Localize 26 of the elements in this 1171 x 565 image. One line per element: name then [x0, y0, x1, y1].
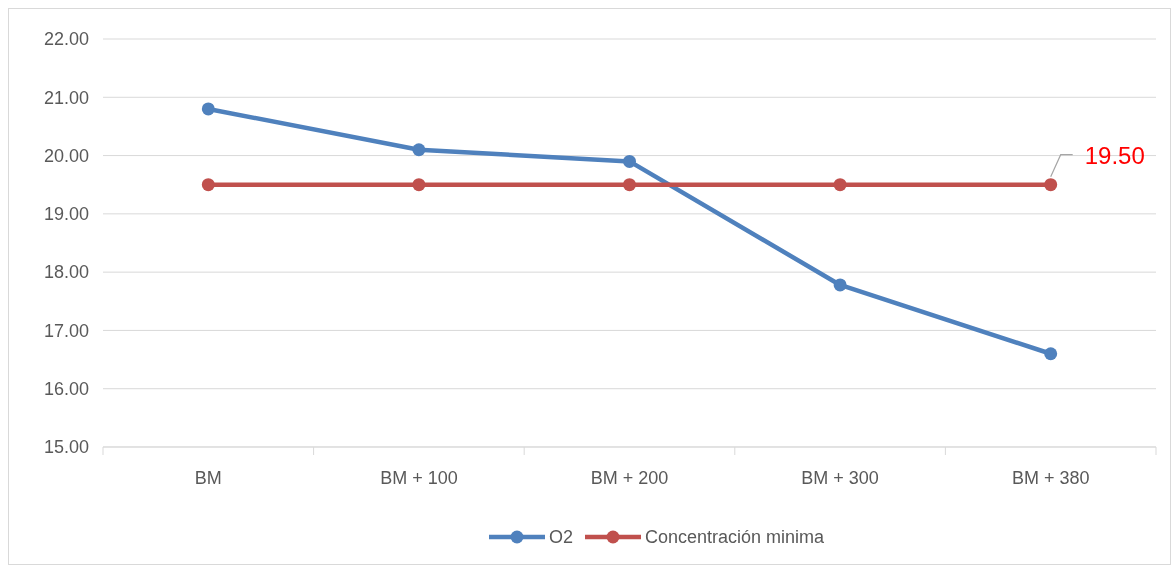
point: [412, 178, 426, 192]
point: [623, 154, 636, 168]
point: [1044, 347, 1058, 361]
point: [623, 178, 636, 192]
x-tick-label: BM + 380: [1011, 468, 1090, 488]
point: [412, 143, 426, 157]
point: [201, 178, 215, 192]
y-tick-label: 17.00: [43, 320, 89, 341]
y-tick-label: 19.00: [43, 204, 89, 225]
x-tick-label: BM + 300: [801, 468, 879, 488]
y-tick-label: 20.00: [43, 145, 89, 166]
data-label: 19.50: [1084, 141, 1145, 169]
x-tick-label: BM + 200: [590, 468, 669, 488]
x-tick-label: BM + 100: [380, 468, 458, 488]
legend-label: O2: [549, 527, 574, 548]
point: [833, 278, 847, 292]
y-tick-label: 16.00: [43, 379, 89, 400]
y-tick-label: 22.00: [43, 29, 89, 50]
legend-label: Concentración minima: [645, 527, 826, 548]
point: [1044, 178, 1058, 192]
y-tick-label: 15.00: [43, 437, 89, 458]
y-tick-label: 18.00: [43, 262, 89, 283]
x-tick-label: BM: [194, 468, 222, 488]
y-tick-label: 21.00: [43, 87, 89, 108]
point: [201, 102, 215, 116]
point: [833, 178, 847, 192]
